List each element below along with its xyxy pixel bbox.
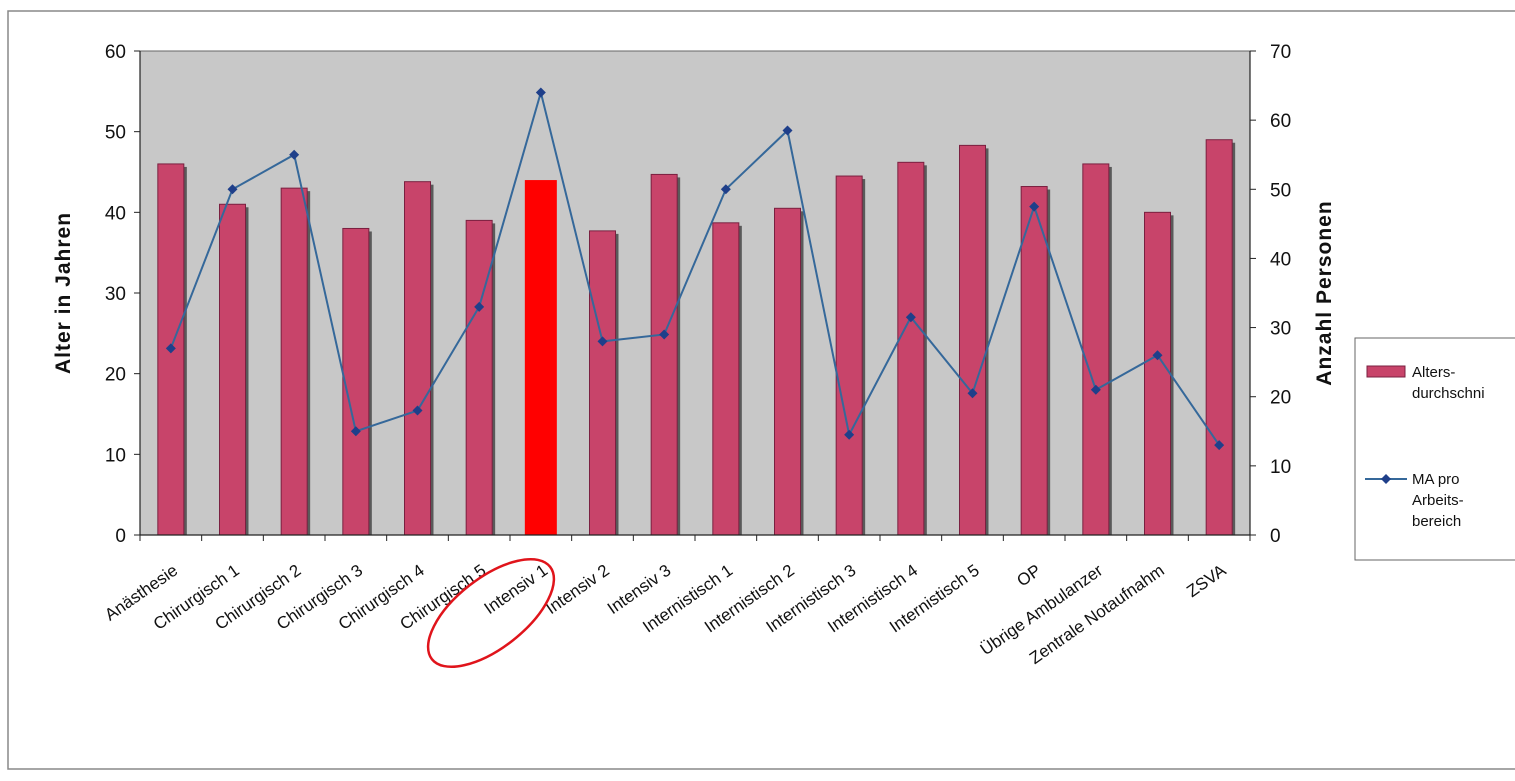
legend-label-line: MA pro Arbeits-bereich	[1412, 471, 1464, 530]
bar	[1082, 163, 1110, 536]
line-marker	[659, 329, 670, 340]
bar	[589, 230, 616, 536]
bar	[404, 181, 431, 536]
line-marker	[967, 388, 978, 399]
legend-label-bars: Alters-durchschni	[1412, 364, 1485, 402]
y2-tick-label: 40	[1270, 249, 1291, 270]
y-tick-label: 10	[105, 445, 126, 466]
bar	[650, 173, 678, 536]
y-tick-label: 40	[105, 203, 126, 224]
line-marker	[289, 149, 300, 160]
y-tick-label: 50	[105, 123, 126, 144]
line-marker	[597, 336, 608, 347]
category-label: ZSVA	[1183, 560, 1230, 601]
bar	[959, 144, 986, 536]
line-marker	[535, 87, 546, 98]
line-marker	[227, 184, 238, 195]
line-marker	[1090, 384, 1101, 395]
bar-series	[157, 139, 1236, 536]
y2-tick-label: 0	[1270, 526, 1281, 547]
bar-highlighted	[524, 180, 557, 536]
highlight-ellipse	[426, 557, 556, 669]
bar	[465, 219, 493, 536]
line-marker	[165, 343, 176, 354]
y-tick-label: 60	[105, 42, 126, 63]
line-marker	[350, 426, 361, 437]
y-tick-label: 20	[105, 365, 126, 386]
line-marker	[782, 125, 793, 136]
line-marker	[412, 405, 423, 416]
line-marker	[1029, 201, 1040, 212]
line-marker	[1152, 350, 1163, 361]
y2-tick-label: 30	[1270, 319, 1291, 340]
y2-tick-label: 70	[1270, 42, 1291, 63]
bar	[1020, 186, 1048, 536]
y-tick-label: 0	[115, 526, 126, 547]
y-axis-title: Alter in Jahren	[52, 212, 75, 374]
bar	[1205, 139, 1233, 536]
y2-tick-label: 20	[1270, 388, 1291, 409]
bar	[835, 175, 863, 536]
line-path	[169, 88, 1220, 446]
line-marker	[720, 184, 731, 195]
line-marker	[905, 312, 916, 323]
chart-frame	[7, 10, 1515, 770]
bar	[342, 227, 370, 536]
bar	[897, 161, 925, 536]
y2-axis-title: Anzahl Personen	[1313, 200, 1336, 385]
line-marker	[844, 429, 855, 440]
legend-bar-swatch	[1366, 365, 1406, 378]
legend: Alters-durchschni MA pro Arbeits-bereich	[1354, 337, 1515, 561]
y2-tick-label: 50	[1270, 180, 1291, 201]
category-label: OP	[1013, 561, 1044, 591]
line-series	[165, 87, 1225, 451]
y2-tick-label: 60	[1270, 111, 1291, 132]
y2-tick-label: 10	[1270, 457, 1291, 478]
line-marker	[474, 301, 485, 312]
legend-marker-swatch	[1381, 474, 1391, 484]
y-tick-label: 30	[105, 284, 126, 305]
category-label: Intensiv 1	[481, 561, 552, 618]
bar	[280, 187, 308, 536]
axes: 0 10 20 30 40 50 60 0 10 20 30 40 50 60 70	[105, 42, 1291, 547]
bar	[1144, 211, 1171, 536]
bar	[219, 203, 246, 536]
bar	[712, 222, 740, 536]
bar	[774, 207, 801, 536]
line-marker	[1214, 440, 1225, 451]
